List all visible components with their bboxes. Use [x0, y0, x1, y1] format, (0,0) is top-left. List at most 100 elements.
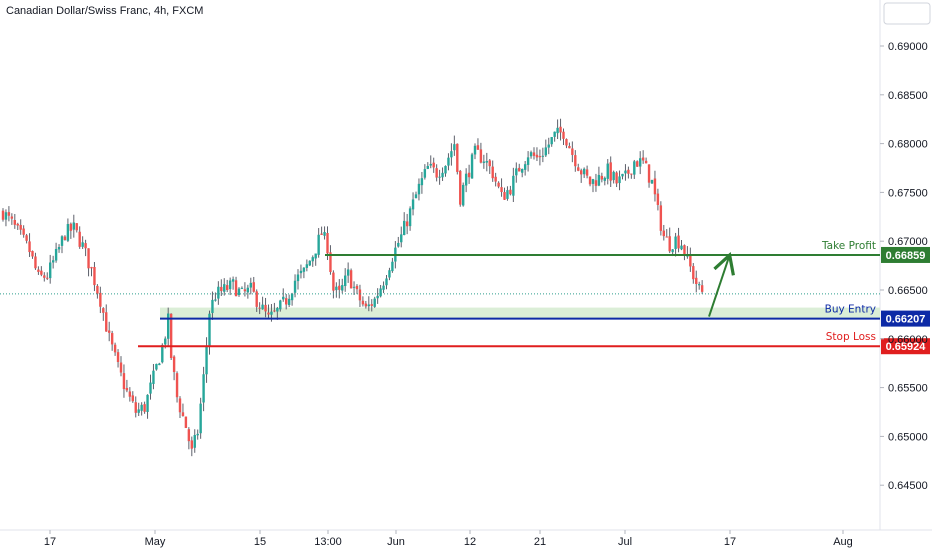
candle-body [521, 169, 524, 173]
candle-body [426, 165, 429, 169]
candle-body [450, 151, 453, 158]
candle-body [700, 285, 704, 292]
candle-body [364, 303, 368, 307]
x-tick-label: 13:00 [314, 536, 342, 548]
candle-body [205, 345, 208, 375]
x-tick-label: Aug [833, 536, 853, 548]
candle-body [99, 292, 102, 307]
candle-body [326, 232, 329, 254]
candle-body [653, 178, 657, 195]
candle-body [698, 284, 701, 286]
candle-body [302, 267, 306, 272]
candle-body [158, 363, 161, 366]
candle-body [609, 162, 612, 181]
candle-body [562, 131, 565, 139]
chart-settings-box[interactable] [883, 2, 931, 25]
candle-body [226, 285, 229, 291]
candle-body [143, 404, 146, 412]
candle-body [588, 176, 592, 185]
candle-body [464, 173, 468, 186]
candle-body [541, 155, 545, 157]
candle-body [352, 286, 356, 288]
stop-loss-price-tag-text: 0.65924 [886, 341, 927, 353]
x-tick-label: 21 [534, 536, 546, 548]
candle-body [476, 145, 480, 150]
candle-body [66, 224, 70, 241]
candle-body [69, 223, 73, 231]
candle-body [208, 313, 211, 347]
candle-body [110, 333, 114, 345]
candle-body [624, 170, 627, 174]
x-tick-label: Jul [618, 536, 632, 548]
candle-body [459, 170, 462, 205]
candle-body [276, 308, 279, 312]
candle-body [441, 172, 444, 178]
candle-body [355, 285, 359, 290]
candle-body [600, 175, 604, 180]
candle-body [695, 277, 698, 284]
candle-body [125, 387, 129, 391]
candle-body [108, 330, 111, 333]
candle-body [523, 164, 527, 170]
candle-body [75, 223, 78, 231]
candle-body [385, 278, 388, 286]
candle-body [13, 219, 16, 225]
candle-body [279, 300, 282, 310]
candle-body [529, 152, 533, 157]
candle-body [488, 160, 491, 167]
candle-body [314, 253, 317, 259]
candle-body [582, 168, 586, 175]
candle-body [290, 293, 294, 301]
y-tick-label: 0.65000 [888, 431, 928, 443]
candle-body [338, 285, 341, 290]
candle-body [462, 184, 465, 206]
candle-body [556, 127, 559, 134]
take-profit-price-tag-text: 0.66859 [886, 250, 926, 262]
candle-body [196, 433, 199, 436]
candle-body [31, 250, 34, 257]
projection-arrow [708, 251, 735, 317]
candle-body [485, 161, 488, 163]
x-tick-label: 15 [254, 536, 266, 548]
candle-body [577, 167, 580, 171]
candle-body [692, 266, 695, 280]
candle-body [87, 248, 90, 269]
candle-body [308, 260, 311, 266]
candle-body [261, 304, 264, 310]
take-profit-price-tag [881, 246, 930, 263]
x-tick-label: 12 [464, 536, 476, 548]
candle-body [606, 163, 609, 179]
candle-body [43, 275, 46, 278]
candle-body [134, 402, 137, 413]
candle-body [252, 282, 255, 292]
candle-body [680, 245, 683, 250]
candle-body [411, 199, 415, 210]
candle-body [633, 161, 636, 175]
candle-body [683, 245, 686, 256]
candle-body [332, 272, 335, 291]
candle-body [414, 194, 418, 199]
candle-body [644, 160, 648, 164]
candle-body [532, 152, 536, 156]
candle-body [591, 179, 595, 184]
candle-body [78, 231, 81, 247]
candle-body [668, 236, 671, 252]
candle-body [10, 216, 14, 219]
candle-body [677, 235, 680, 249]
candle-body [388, 270, 391, 278]
candle-body [612, 171, 615, 181]
candle-body [417, 183, 421, 195]
candle-body [689, 255, 692, 267]
candle-body [296, 274, 300, 282]
x-tick-label: Jun [387, 536, 405, 548]
candle-body [373, 298, 376, 307]
candle-body [287, 298, 291, 305]
candle-body [361, 300, 365, 305]
candle-body [161, 344, 164, 363]
candle-body [199, 403, 202, 434]
candle-body [435, 168, 438, 178]
candle-body [535, 154, 539, 158]
candle-body [580, 170, 583, 175]
candle-body [482, 161, 486, 163]
